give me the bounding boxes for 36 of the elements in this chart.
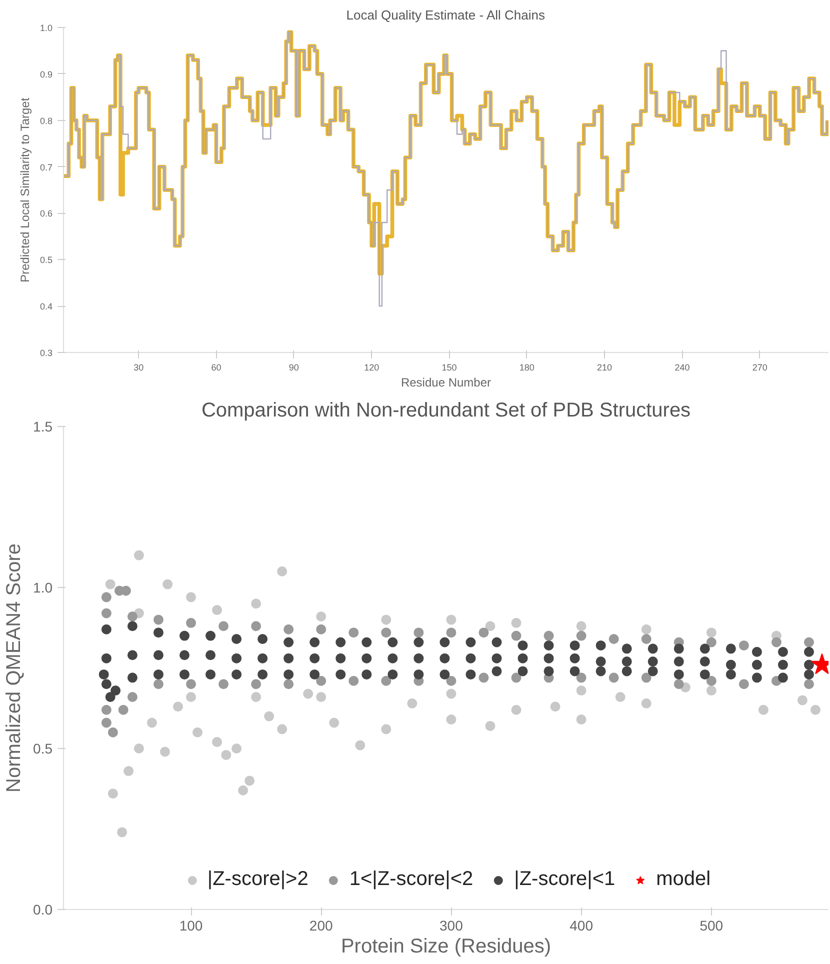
legend-label: model (656, 868, 711, 891)
legend-label: 1<|Z-score|<2 (349, 868, 474, 891)
legend-label: |Z-score|>2 (207, 868, 308, 891)
legend-label: |Z-score|<1 (514, 868, 616, 891)
y-tick-label: 0.5 (33, 740, 53, 756)
x-tick-label: 300 (440, 918, 464, 934)
x-tick-label: 500 (700, 918, 724, 934)
y-axis-title: Predicted Local Similarity to Target (18, 97, 32, 282)
y-tick-label: 0.6 (40, 208, 53, 219)
y-tick-label: 0.8 (40, 116, 53, 126)
x-tick-label: 90 (288, 362, 299, 372)
x-axis-title: Residue Number (400, 376, 492, 390)
chart-title: Local Quality Estimate - All Chains (346, 8, 546, 22)
y-tick-label: 0.5 (40, 255, 53, 266)
x-tick-label: 200 (309, 918, 333, 934)
y-tick-label: 0.3 (40, 348, 53, 358)
x-tick-label: 210 (597, 362, 612, 372)
x-tick-label: 30 (134, 362, 144, 372)
x-tick-label: 100 (179, 918, 203, 934)
x-tick-label: 180 (519, 362, 534, 372)
y-tick-label: 0.4 (40, 302, 53, 312)
x-tick-label: 270 (752, 362, 768, 372)
x-tick-label: 60 (211, 362, 222, 372)
x-tick-label: 240 (674, 362, 690, 372)
y-tick-label: 1.5 (33, 418, 53, 434)
y-tick-label: 1.0 (40, 23, 53, 33)
x-axis-title: Protein Size (Residues) (340, 936, 552, 958)
y-tick-label: 0.9 (40, 69, 53, 80)
x-tick-label: 120 (364, 362, 380, 372)
x-tick-label: 150 (442, 362, 457, 372)
chart-title: Comparison with Non-redundant Set of PDB Structures (201, 400, 691, 422)
x-tick-label: 400 (570, 918, 594, 934)
y-tick-label: 0.0 (33, 902, 53, 918)
y-axis-title: Normalized QMEAN4 Score (3, 544, 26, 792)
y-tick-label: 0.7 (40, 162, 53, 172)
y-tick-label: 1.0 (33, 580, 53, 596)
